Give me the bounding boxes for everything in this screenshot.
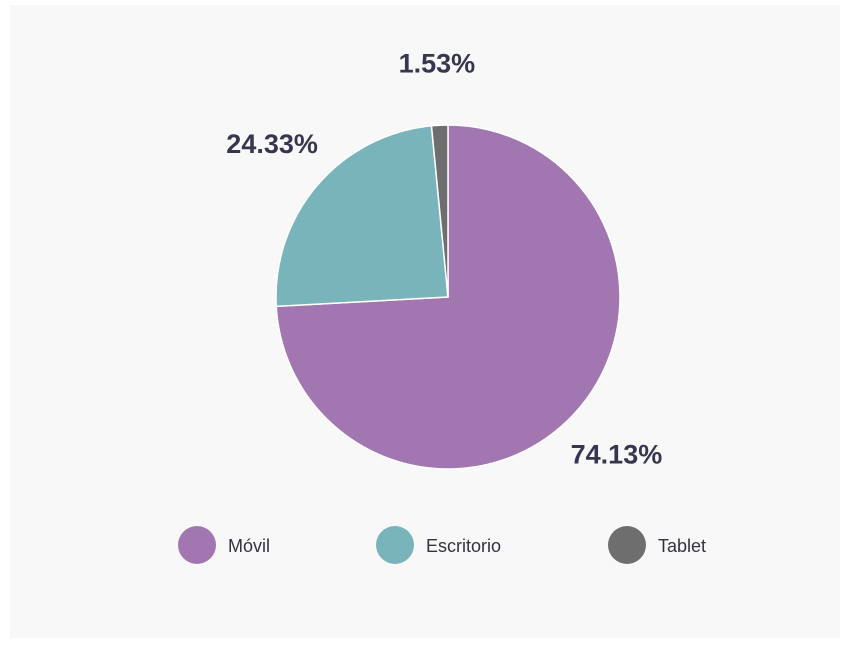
data-label: 1.53% — [399, 48, 476, 78]
legend-label: Tablet — [658, 536, 706, 556]
legend-label: Móvil — [228, 536, 270, 556]
data-label: 74.13% — [571, 440, 663, 470]
data-label: 24.33% — [226, 129, 318, 159]
legend-swatch — [376, 526, 414, 564]
legend-label: Escritorio — [426, 536, 501, 556]
pie-slice — [430, 124, 449, 298]
legend-swatch — [178, 526, 216, 564]
legend-swatch — [608, 526, 646, 564]
pie-slice — [275, 124, 449, 308]
